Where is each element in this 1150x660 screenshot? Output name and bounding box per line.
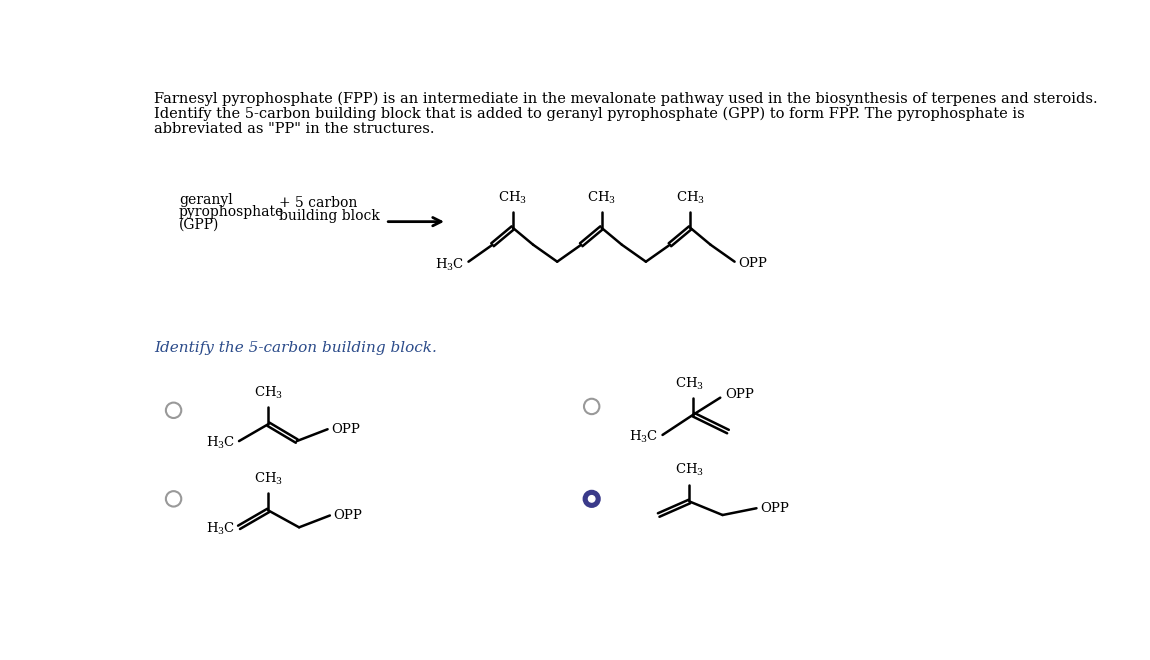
Text: OPP: OPP — [331, 423, 360, 436]
Text: abbreviated as "PP" in the structures.: abbreviated as "PP" in the structures. — [154, 122, 435, 137]
Text: Farnesyl pyrophosphate (FPP) is an intermediate in the mevalonate pathway used i: Farnesyl pyrophosphate (FPP) is an inter… — [154, 92, 1098, 106]
Circle shape — [589, 496, 595, 502]
Text: CH$_3$: CH$_3$ — [676, 190, 705, 206]
Text: (GPP): (GPP) — [179, 218, 220, 232]
Text: OPP: OPP — [334, 509, 362, 522]
Text: CH$_3$: CH$_3$ — [675, 462, 704, 478]
Text: Identify the 5-carbon building block that is added to geranyl pyrophosphate (GPP: Identify the 5-carbon building block tha… — [154, 107, 1025, 121]
Text: H$_3$C: H$_3$C — [436, 257, 465, 273]
Text: OPP: OPP — [738, 257, 767, 270]
Text: CH$_3$: CH$_3$ — [498, 190, 528, 206]
Text: + 5 carbon: + 5 carbon — [279, 196, 358, 211]
Text: Identify the 5-carbon building block.: Identify the 5-carbon building block. — [154, 341, 437, 355]
Text: building block: building block — [279, 209, 380, 222]
Circle shape — [584, 491, 599, 507]
Text: H$_3$C: H$_3$C — [206, 434, 236, 451]
Text: geranyl: geranyl — [179, 193, 232, 207]
Text: H$_3$C: H$_3$C — [206, 521, 236, 537]
Text: pyrophosphate: pyrophosphate — [179, 205, 284, 220]
Text: CH$_3$: CH$_3$ — [675, 376, 704, 391]
Text: CH$_3$: CH$_3$ — [254, 385, 283, 401]
Text: CH$_3$: CH$_3$ — [586, 190, 616, 206]
Text: OPP: OPP — [760, 502, 789, 515]
Text: CH$_3$: CH$_3$ — [254, 471, 283, 487]
Text: H$_3$C: H$_3$C — [629, 428, 659, 445]
Text: OPP: OPP — [726, 388, 754, 401]
